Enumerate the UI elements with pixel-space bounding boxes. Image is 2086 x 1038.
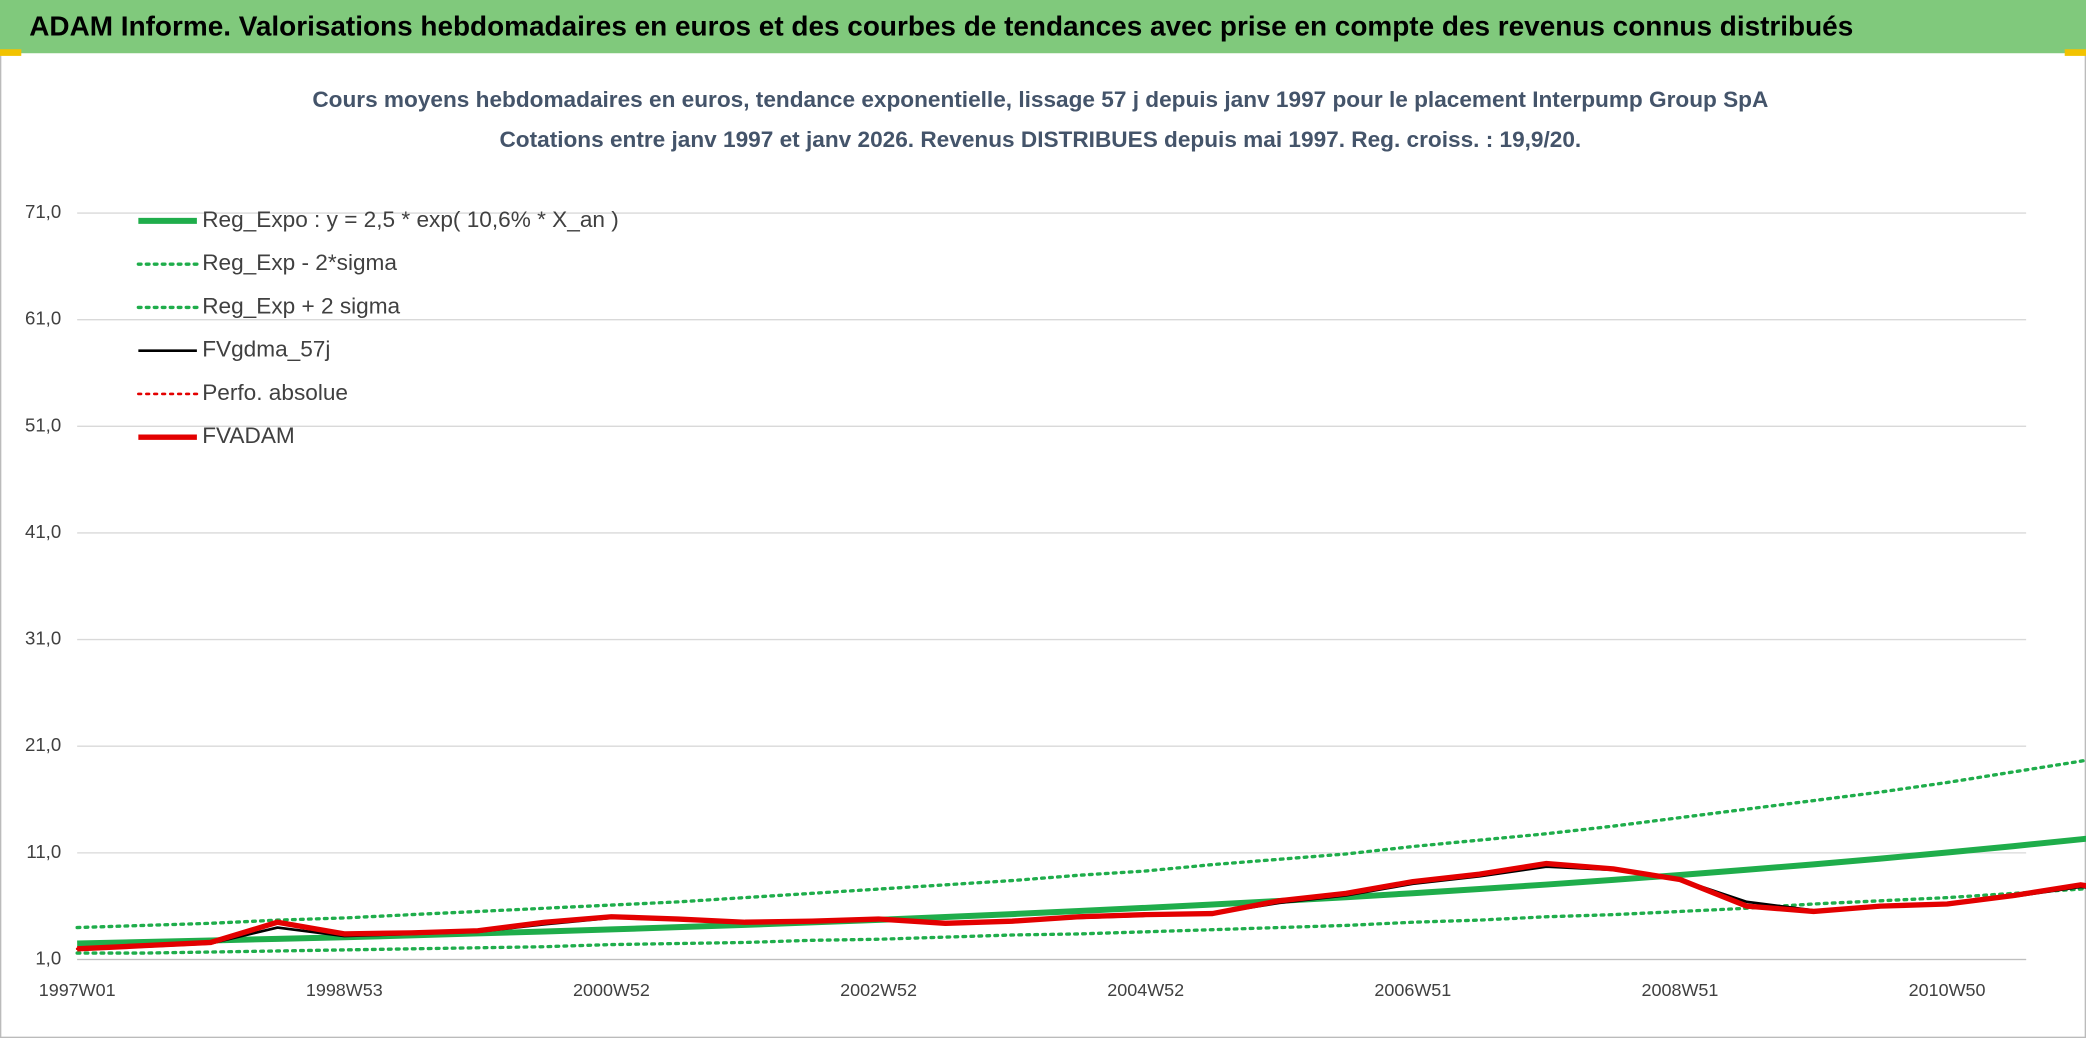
legend-label: FVgdma_57j <box>202 337 330 362</box>
legend-label: Reg_Expo : y = 2,5 * exp( 10,6% * X_an ) <box>202 207 619 232</box>
y-tick-label: 31,0 <box>25 628 61 649</box>
y-tick-label: 11,0 <box>26 841 61 862</box>
y-tick-label: 1,0 <box>35 947 61 968</box>
x-tick-label: 2006W51 <box>1374 980 1451 1000</box>
series-line <box>75 887 2086 955</box>
legend-label: Reg_Exp - 2*sigma <box>202 250 397 275</box>
legend-label: FVADAM <box>202 423 295 448</box>
legend-label: Reg_Exp + 2 sigma <box>202 293 400 318</box>
y-tick-label: 41,0 <box>25 521 61 542</box>
series-line <box>77 860 2086 952</box>
x-tick-label: 2010W50 <box>1909 980 1986 1000</box>
y-tick-label: 51,0 <box>25 414 61 435</box>
y-tick-label: 21,0 <box>25 734 61 755</box>
x-tick-label: 2000W52 <box>573 980 650 1000</box>
corner <box>2064 49 2086 56</box>
y-tick-label: 61,0 <box>25 308 61 329</box>
corner <box>0 49 22 56</box>
series-line <box>77 835 2086 947</box>
x-tick-label: 2004W52 <box>1107 980 1184 1000</box>
x-tick-label: 2002W52 <box>840 980 917 1000</box>
x-tick-label: 2008W51 <box>1642 980 1719 1000</box>
chart-subtitle: Cotations entre janv 1997 et janv 2026. … <box>499 127 1581 152</box>
header-bar <box>0 0 2086 54</box>
header-title: ADAM Informe. Valorisations hebdomadaire… <box>29 10 1853 41</box>
series-line <box>75 758 2086 930</box>
y-tick-label: 71,0 <box>25 201 61 222</box>
x-tick-label: 1997W01 <box>39 980 116 1000</box>
chart-title: Cours moyens hebdomadaires en euros, ten… <box>312 87 1768 112</box>
x-tick-label: 1998W53 <box>306 980 383 1000</box>
legend-label: Perfo. absolue <box>202 380 348 405</box>
